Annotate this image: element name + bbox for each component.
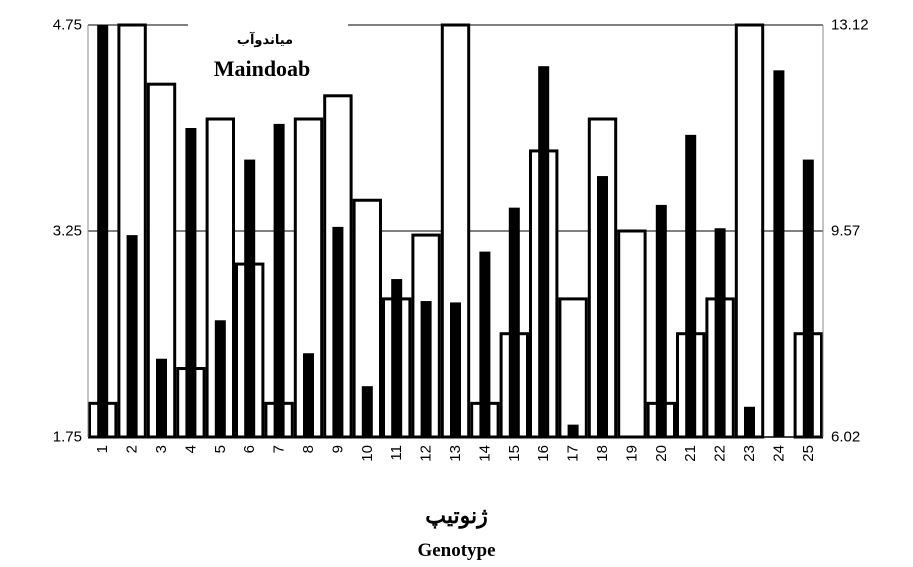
y-right-tick-2: 13.12 xyxy=(831,17,869,34)
bar-left-11 xyxy=(391,279,403,437)
x-tick-11: 11 xyxy=(388,445,405,461)
x-tick-16: 16 xyxy=(535,445,552,462)
bar-left-1 xyxy=(97,25,109,437)
bar-left-5 xyxy=(214,320,226,437)
x-tick-14: 14 xyxy=(476,445,493,462)
x-tick-8: 8 xyxy=(300,445,317,453)
x-axis-label-english: Genotype xyxy=(417,540,496,561)
bar-left-22 xyxy=(714,228,726,437)
x-tick-20: 20 xyxy=(653,445,670,462)
bar-left-20 xyxy=(655,204,667,437)
bar-left-7 xyxy=(273,123,285,437)
title-background xyxy=(188,24,348,82)
x-tick-19: 19 xyxy=(623,445,640,462)
x-tick-23: 23 xyxy=(741,445,758,462)
bar-left-24 xyxy=(773,70,785,437)
x-tick-24: 24 xyxy=(770,445,787,462)
bar-left-25 xyxy=(802,159,814,437)
bar-left-4 xyxy=(185,128,197,437)
x-tick-6: 6 xyxy=(241,445,258,453)
x-tick-1: 1 xyxy=(94,445,111,453)
x-tick-4: 4 xyxy=(182,445,199,453)
chart-title-english: Maindoab xyxy=(214,56,311,81)
bar-left-15 xyxy=(508,207,520,437)
bar-right-17 xyxy=(558,297,588,439)
x-tick-21: 21 xyxy=(682,445,699,462)
x-tick-17: 17 xyxy=(565,445,582,462)
bar-left-8 xyxy=(303,353,314,437)
x-tick-5: 5 xyxy=(212,445,229,453)
x-tick-7: 7 xyxy=(271,445,288,453)
x-tick-9: 9 xyxy=(329,445,346,453)
x-tick-2: 2 xyxy=(124,445,141,453)
x-tick-3: 3 xyxy=(153,445,170,453)
bar-left-6 xyxy=(244,159,256,437)
bar-right-23 xyxy=(734,23,765,439)
bar-right-8 xyxy=(293,117,324,439)
x-tick-22: 22 xyxy=(712,445,729,462)
bar-left-13 xyxy=(450,302,461,437)
bar-left-21 xyxy=(685,134,697,437)
series-left-solid-bars xyxy=(97,25,814,438)
bar-left-12 xyxy=(420,301,432,437)
bar-right-19 xyxy=(617,229,647,439)
x-tick-18: 18 xyxy=(594,445,611,462)
y-tick-labels: 1.75 3.25 4.75 6.02 9.57 13.12 xyxy=(53,17,869,446)
y-left-tick-0: 1.75 xyxy=(53,429,82,446)
bar-left-18 xyxy=(597,176,608,438)
chart-title-persian: میاندوآب xyxy=(237,31,293,48)
bar-left-10 xyxy=(361,386,373,437)
bar-left-3 xyxy=(156,358,167,437)
y-right-tick-0: 6.02 xyxy=(831,429,860,446)
x-axis-label-persian: ژنوتیپ xyxy=(425,503,488,528)
bar-left-2 xyxy=(126,235,138,437)
y-right-tick-1: 9.57 xyxy=(831,223,860,240)
bar-left-17 xyxy=(567,424,579,437)
y-left-tick-1: 3.25 xyxy=(53,223,82,240)
x-tick-13: 13 xyxy=(447,445,464,462)
y-left-tick-2: 4.75 xyxy=(53,17,82,34)
x-tick-25: 25 xyxy=(800,445,817,462)
bar-left-14 xyxy=(479,251,491,437)
bar-left-16 xyxy=(538,66,550,437)
bar-left-9 xyxy=(332,226,344,437)
x-tick-10: 10 xyxy=(359,445,376,462)
x-tick-labels: 1 2 3 4 5 6 7 8 9 10 11 12 13 14 15 16 17 18 19 20 21 22 23 24 2… xyxy=(94,445,817,462)
bar-left-23 xyxy=(744,406,755,437)
x-tick-15: 15 xyxy=(506,445,523,462)
x-tick-12: 12 xyxy=(418,445,435,462)
